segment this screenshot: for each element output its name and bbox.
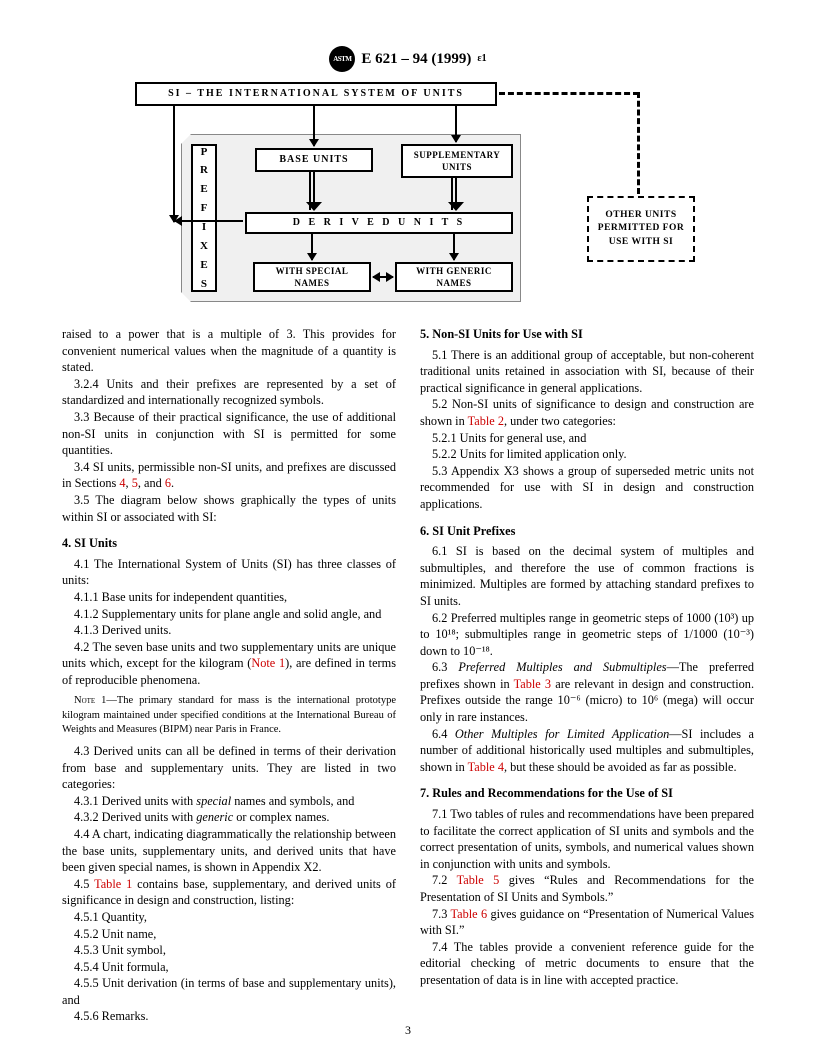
link-table-1[interactable]: Table 1 (94, 877, 132, 891)
para-4-1-1: 4.1.1 Base units for independent quantit… (62, 589, 396, 606)
para-7-4: 7.4 The tables provide a convenient refe… (420, 939, 754, 989)
diagram-special-names: WITH SPECIAL NAMES (253, 262, 371, 292)
para-4-3: 4.3 Derived units can all be defined in … (62, 743, 396, 793)
diagram-prefixes-box: PREFIXES (191, 144, 217, 292)
para-4-4: 4.4 A chart, indicating diagrammatically… (62, 826, 396, 876)
para-4-5-5: 4.5.5 Unit derivation (in terms of base … (62, 975, 396, 1008)
si-diagram: SI – THE INTERNATIONAL SYSTEM OF UNITS P… (117, 82, 699, 312)
para-4-1-3: 4.1.3 Derived units. (62, 622, 396, 639)
para-6-3: 6.3 Preferred Multiples and Submultiples… (420, 659, 754, 725)
para-4-5-1: 4.5.1 Quantity, (62, 909, 396, 926)
para-4-1: 4.1 The International System of Units (S… (62, 556, 396, 589)
para-5-2-2: 5.2.2 Units for limited application only… (420, 446, 754, 463)
para-4-3-1: 4.3.1 Derived units with special names a… (62, 793, 396, 810)
heading-4: 4. SI Units (62, 535, 396, 552)
para-3-3: 3.3 Because of their practical significa… (62, 409, 396, 459)
para-3-5: 3.5 The diagram below shows graphically … (62, 492, 396, 525)
arrow (373, 276, 393, 278)
diagram-generic-names: WITH GENERIC NAMES (395, 262, 513, 292)
body-columns: raised to a power that is a multiple of … (62, 326, 754, 1025)
diagram-other-units: OTHER UNITS PERMITTED FOR USE WITH SI (587, 196, 695, 262)
arrow (173, 106, 175, 222)
link-table-5[interactable]: Table 5 (457, 873, 500, 887)
para-7-2: 7.2 Table 5 gives “Rules and Recommendat… (420, 872, 754, 905)
arrow (309, 172, 315, 210)
para-4-1-2: 4.1.2 Supplementary units for plane angl… (62, 606, 396, 623)
link-table-2[interactable]: Table 2 (468, 414, 504, 428)
arrow (313, 106, 315, 146)
diagram-derived-units: D E R I V E D U N I T S (245, 212, 513, 234)
para-4-2: 4.2 The seven base units and two supplem… (62, 639, 396, 689)
para-4-5-3: 4.5.3 Unit symbol, (62, 942, 396, 959)
arrow (311, 234, 313, 260)
link-table-4[interactable]: Table 4 (468, 760, 504, 774)
astm-logo: ASTM (329, 46, 355, 72)
para-3-2-4: 3.2.4 Units and their prefixes are repre… (62, 376, 396, 409)
para-3-cont: raised to a power that is a multiple of … (62, 326, 396, 376)
link-table-3[interactable]: Table 3 (514, 677, 551, 691)
para-6-1: 6.1 SI is based on the decimal system of… (420, 543, 754, 609)
arrow (175, 220, 243, 222)
doc-id: E 621 – 94 (1999) (361, 49, 471, 69)
para-4-5: 4.5 Table 1 contains base, supplementary… (62, 876, 396, 909)
para-7-3: 7.3 Table 6 gives guidance on “Presentat… (420, 906, 754, 939)
dash (499, 92, 639, 95)
dash (637, 92, 640, 194)
para-6-2: 6.2 Preferred multiples range in geometr… (420, 610, 754, 660)
arrow (455, 106, 457, 142)
heading-6: 6. SI Unit Prefixes (420, 523, 754, 540)
diagram-title-box: SI – THE INTERNATIONAL SYSTEM OF UNITS (135, 82, 497, 106)
heading-5: 5. Non-SI Units for Use with SI (420, 326, 754, 343)
diagram-base-units: BASE UNITS (255, 148, 373, 172)
para-5-2: 5.2 Non-SI units of significance to desi… (420, 396, 754, 429)
para-5-3: 5.3 Appendix X3 shows a group of superse… (420, 463, 754, 513)
para-5-1: 5.1 There is an additional group of acce… (420, 347, 754, 397)
link-note-1[interactable]: Note 1 (251, 656, 285, 670)
para-4-5-4: 4.5.4 Unit formula, (62, 959, 396, 976)
para-5-2-1: 5.2.1 Units for general use, and (420, 430, 754, 447)
note-1: Note 1—The primary standard for mass is … (62, 694, 396, 737)
para-4-3-2: 4.3.2 Derived units with generic or comp… (62, 809, 396, 826)
arrow (451, 178, 457, 210)
para-3-4: 3.4 SI units, permissible non-SI units, … (62, 459, 396, 492)
heading-7: 7. Rules and Recommendations for the Use… (420, 785, 754, 802)
arrow (453, 234, 455, 260)
para-7-1: 7.1 Two tables of rules and recommendati… (420, 806, 754, 872)
doc-header: ASTM E 621 – 94 (1999)ε1 (62, 46, 754, 72)
diagram-supp-units: SUPPLEMENTARY UNITS (401, 144, 513, 178)
para-6-4: 6.4 Other Multiples for Limited Applicat… (420, 726, 754, 776)
page-number: 3 (0, 1022, 816, 1038)
link-table-6[interactable]: Table 6 (450, 907, 487, 921)
para-4-5-2: 4.5.2 Unit name, (62, 926, 396, 943)
